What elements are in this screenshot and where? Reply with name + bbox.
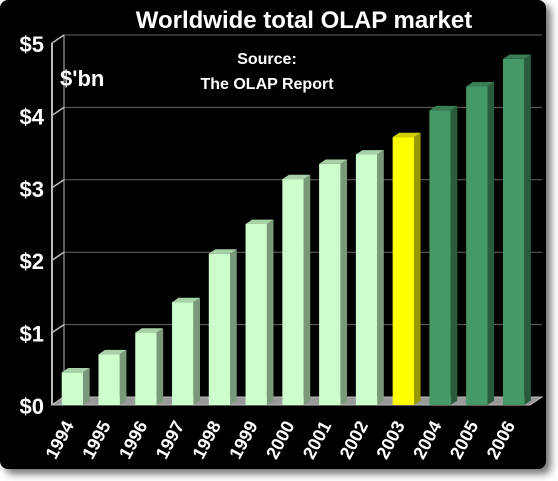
bar — [245, 219, 274, 405]
x-tick-label: 2001 — [299, 417, 335, 462]
bar-side — [450, 105, 458, 405]
source-name: The OLAP Report — [200, 76, 334, 93]
gridline-diagonal — [51, 323, 65, 334]
bar — [355, 150, 384, 405]
bar — [135, 328, 164, 405]
bar-side — [83, 368, 90, 405]
x-tick-label: 2005 — [446, 417, 482, 462]
y-tick-label: $3 — [20, 177, 44, 202]
bar — [282, 174, 311, 405]
bar-front — [135, 332, 157, 405]
bar — [98, 349, 127, 405]
bar-front — [245, 224, 267, 405]
bar — [172, 297, 200, 405]
bar — [429, 105, 458, 405]
bar-front — [208, 253, 231, 405]
bar-top — [502, 54, 531, 59]
bar — [208, 249, 237, 405]
bar-top — [98, 349, 127, 355]
bar-top — [135, 328, 164, 333]
y-tick-label: $4 — [20, 104, 45, 129]
bar-side — [119, 349, 127, 405]
bar-side — [193, 297, 200, 405]
bar-side — [524, 54, 531, 405]
bar-side — [230, 249, 237, 405]
bar-front — [392, 137, 414, 405]
bar-front — [282, 179, 304, 405]
x-tick-label: 2002 — [336, 417, 372, 462]
bar-side — [266, 219, 274, 405]
x-tick-label: 1995 — [78, 417, 114, 462]
x-tick-label: 1997 — [152, 417, 188, 462]
x-tick-label: 1996 — [115, 417, 151, 462]
bar-top — [172, 297, 200, 303]
bar-top — [208, 249, 237, 254]
gridline-diagonal — [51, 179, 65, 189]
y-tick-label: $2 — [20, 249, 44, 274]
bar-top — [355, 150, 384, 155]
bar — [502, 54, 531, 405]
x-tick-label: 1999 — [225, 417, 261, 462]
bar-front — [319, 163, 341, 405]
bar-side — [377, 150, 384, 405]
bar-top — [282, 174, 311, 180]
chart-title: Worldwide total OLAP market — [136, 7, 473, 34]
bar-front — [61, 372, 84, 405]
x-tick-labels: 1994 1995 1996 1997 1998 1999 2000 2001 2002 2003… — [41, 417, 519, 462]
y-tick-labels: $0 $1 $2 $3 $4 $5 — [20, 32, 45, 419]
bar-top — [429, 105, 458, 111]
bar-top — [61, 368, 90, 373]
bar — [466, 82, 495, 405]
bar — [392, 132, 421, 405]
gridline-diagonal — [51, 251, 65, 261]
bar-top — [392, 132, 421, 138]
bar-side — [487, 82, 495, 405]
bar-front — [98, 354, 120, 405]
y-tick-label: $1 — [20, 322, 44, 347]
source-label: Source: — [237, 51, 297, 68]
bar-side — [340, 159, 348, 405]
bar — [61, 368, 90, 405]
x-tick-label: 2004 — [409, 417, 445, 462]
unit-label: $'bn — [60, 66, 104, 91]
bar-top — [466, 82, 495, 87]
bar-front — [502, 58, 525, 405]
x-tick-label: 1994 — [41, 417, 77, 462]
bar — [319, 159, 348, 405]
bar-side — [303, 174, 311, 405]
bar-side — [156, 328, 164, 405]
bar-top — [245, 219, 274, 224]
x-tick-label: 2003 — [372, 417, 408, 462]
bar-top — [319, 159, 348, 164]
bar-side — [413, 132, 421, 405]
bar-front — [355, 154, 378, 405]
gridline-diagonal — [51, 34, 65, 44]
x-tick-label: 1998 — [189, 417, 225, 462]
y-tick-label: $5 — [20, 32, 44, 57]
x-tick-label: 2006 — [483, 417, 519, 462]
bar-front — [172, 302, 194, 405]
x-tick-label: 2000 — [262, 417, 298, 462]
bar-front — [429, 110, 451, 405]
bar-front — [466, 86, 488, 405]
gridline-diagonal — [51, 106, 65, 117]
bars-layer — [61, 54, 531, 405]
y-tick-label: $0 — [20, 394, 44, 419]
